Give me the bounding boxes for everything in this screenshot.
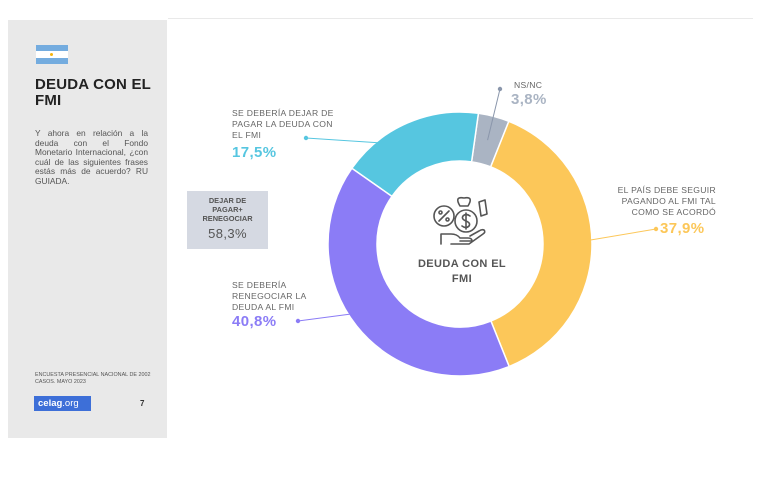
logo-text: celag xyxy=(38,398,63,409)
slice-renegociar xyxy=(327,167,511,377)
slice-value-seguir-pagando: 37,9% xyxy=(660,220,705,237)
question-text: Y ahora en relación a la deuda con el Fo… xyxy=(35,128,148,186)
leader-nsnc xyxy=(487,88,501,141)
summary-value: 58,3% xyxy=(208,226,247,241)
leader-renegociar-dot xyxy=(295,318,301,324)
leader-seguir-pagando xyxy=(567,228,657,245)
summary-label: DEJAR DE PAGAR+ RENEGOCIAR xyxy=(202,196,253,223)
leader-seguir-pagando-dot xyxy=(653,226,659,232)
sidebar: DEUDA CON EL FMI Y ahora en relación a l… xyxy=(8,20,167,438)
page-title: DEUDA CON EL FMI xyxy=(35,76,151,109)
leader-dejar-pagar xyxy=(305,137,418,146)
logo-suffix: .org xyxy=(62,398,79,409)
argentina-flag-icon xyxy=(36,45,68,64)
slice-value-dejar-pagar: 17,5% xyxy=(232,144,277,161)
summary-box: DEJAR DE PAGAR+ RENEGOCIAR 58,3% xyxy=(187,191,268,249)
leader-dejar-pagar-dot xyxy=(303,135,309,141)
slice-dejar-pagar xyxy=(350,111,480,198)
leader-nsnc-dot xyxy=(497,86,503,92)
celag-logo: celag.org xyxy=(34,396,91,411)
slice-label-seguir-pagando: EL PAÍS DEBE SEGUIR PAGANDO AL FMI TAL C… xyxy=(617,185,716,217)
money-hand-icon xyxy=(433,196,488,245)
slice-seguir-pagando xyxy=(489,120,593,368)
slice-label-dejar-pagar: SE DEBERÍA DEJAR DE PAGAR LA DEUDA CON E… xyxy=(232,108,334,140)
page-number: 7 xyxy=(140,399,145,408)
leader-renegociar xyxy=(297,310,376,322)
top-rule xyxy=(168,18,753,19)
slice-value-nsnc: 3,8% xyxy=(511,91,547,108)
source-note: ENCUESTA PRESENCIAL NACIONAL DE 2002 CAS… xyxy=(35,372,151,385)
donut-center-label: DEUDA CON EL FMI xyxy=(417,258,507,285)
slice-label-nsnc: NS/NC xyxy=(514,80,543,90)
slice-value-renegociar: 40,8% xyxy=(232,313,277,330)
slice-label-renegociar: SE DEBERÍA RENEGOCIAR LA DEUDA AL FMI xyxy=(232,280,307,312)
